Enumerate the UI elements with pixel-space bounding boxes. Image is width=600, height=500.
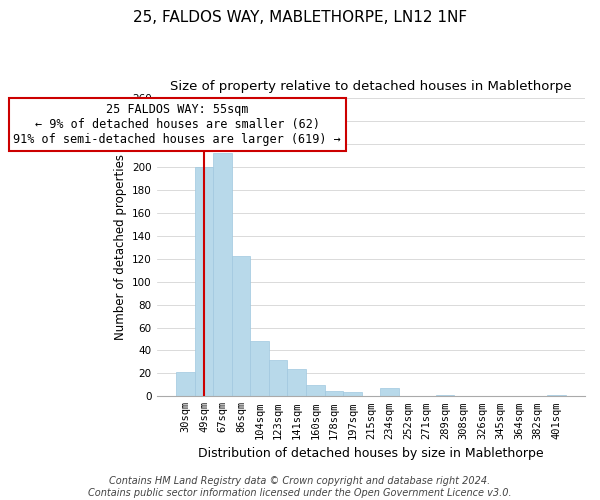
X-axis label: Distribution of detached houses by size in Mablethorpe: Distribution of detached houses by size … xyxy=(198,447,544,460)
Y-axis label: Number of detached properties: Number of detached properties xyxy=(113,154,127,340)
Bar xyxy=(547,395,566,396)
Bar xyxy=(436,395,454,396)
Text: 25, FALDOS WAY, MABLETHORPE, LN12 1NF: 25, FALDOS WAY, MABLETHORPE, LN12 1NF xyxy=(133,10,467,25)
Title: Size of property relative to detached houses in Mablethorpe: Size of property relative to detached ho… xyxy=(170,80,572,93)
Text: 25 FALDOS WAY: 55sqm
← 9% of detached houses are smaller (62)
91% of semi-detach: 25 FALDOS WAY: 55sqm ← 9% of detached ho… xyxy=(13,103,341,146)
Bar xyxy=(176,372,195,396)
Bar xyxy=(380,388,398,396)
Bar xyxy=(269,360,287,397)
Bar xyxy=(232,256,250,396)
Text: Contains HM Land Registry data © Crown copyright and database right 2024.
Contai: Contains HM Land Registry data © Crown c… xyxy=(88,476,512,498)
Bar xyxy=(306,385,325,396)
Bar xyxy=(287,369,306,396)
Bar xyxy=(213,154,232,396)
Bar xyxy=(343,392,362,396)
Bar xyxy=(195,167,213,396)
Bar xyxy=(325,390,343,396)
Bar xyxy=(250,342,269,396)
